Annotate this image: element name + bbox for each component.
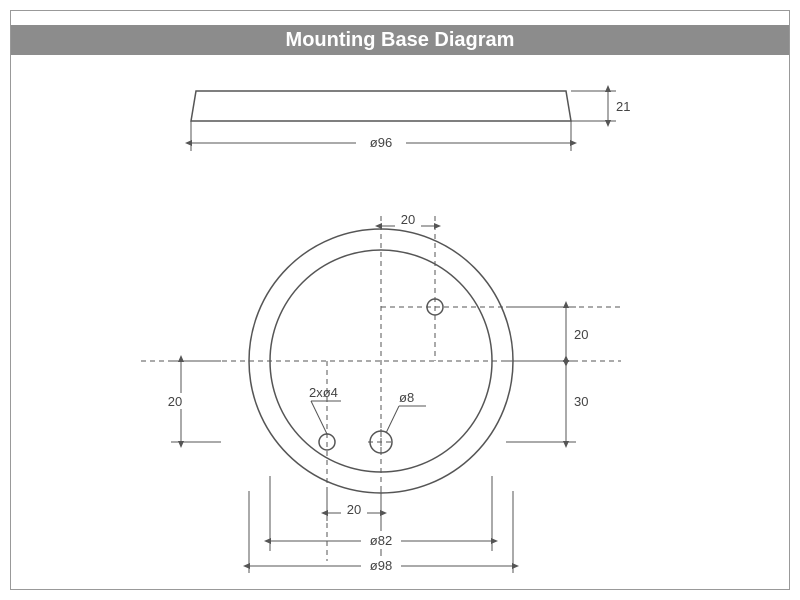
dim-left-20: 20 — [168, 394, 182, 409]
title-bar: Mounting Base Diagram — [11, 25, 789, 55]
side-view: ø96 21 — [191, 91, 630, 151]
title-text: Mounting Base Diagram — [286, 29, 515, 51]
diagram-frame: Mounting Base Diagram — [10, 10, 790, 590]
dim-side-height: 21 — [616, 99, 630, 114]
dim-bottom-20: 20 — [347, 502, 361, 517]
dim-side-width: ø96 — [370, 135, 392, 150]
diagram-canvas: ø96 21 — [11, 61, 789, 581]
dim-inner-dia: ø82 — [370, 533, 392, 548]
dim-outer-dia: ø98 — [370, 558, 392, 573]
dim-top-x: 20 — [401, 212, 415, 227]
top-view: 2xø4 ø8 20 20 30 — [141, 211, 621, 574]
label-center-hole: ø8 — [399, 390, 414, 405]
label-mount-holes: 2xø4 — [309, 385, 338, 400]
dim-right-30: 30 — [574, 394, 588, 409]
dim-right-20: 20 — [574, 327, 588, 342]
